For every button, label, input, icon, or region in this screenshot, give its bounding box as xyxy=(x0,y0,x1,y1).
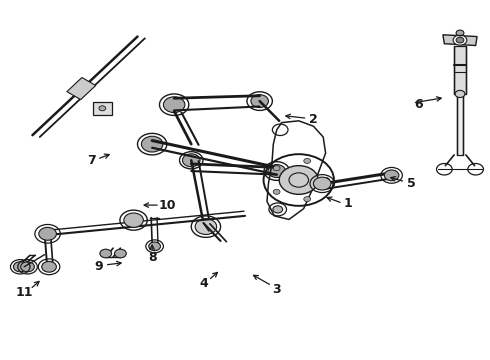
Circle shape xyxy=(115,249,126,258)
Text: 1: 1 xyxy=(343,197,352,210)
Text: 11: 11 xyxy=(15,287,33,300)
Circle shape xyxy=(149,242,160,251)
Text: 4: 4 xyxy=(199,278,208,291)
Circle shape xyxy=(273,206,283,213)
Text: 7: 7 xyxy=(87,154,96,167)
Circle shape xyxy=(124,213,144,227)
Circle shape xyxy=(39,227,56,240)
Circle shape xyxy=(273,166,280,171)
Circle shape xyxy=(195,219,217,234)
Circle shape xyxy=(163,97,185,113)
Text: 8: 8 xyxy=(148,251,156,264)
Circle shape xyxy=(453,35,467,45)
Text: 9: 9 xyxy=(94,260,103,273)
Circle shape xyxy=(319,181,326,186)
Text: 6: 6 xyxy=(414,98,423,111)
Text: 5: 5 xyxy=(407,177,416,190)
Circle shape xyxy=(99,106,106,111)
Circle shape xyxy=(304,158,311,163)
Circle shape xyxy=(304,197,311,202)
Bar xyxy=(457,94,463,155)
Circle shape xyxy=(13,262,27,272)
Bar xyxy=(454,45,466,94)
Circle shape xyxy=(384,170,399,181)
Circle shape xyxy=(182,154,200,167)
Text: 10: 10 xyxy=(158,199,175,212)
Circle shape xyxy=(314,177,331,190)
Circle shape xyxy=(456,37,464,43)
Circle shape xyxy=(100,249,112,258)
Circle shape xyxy=(142,136,163,152)
Circle shape xyxy=(21,262,34,272)
Circle shape xyxy=(456,30,464,36)
Circle shape xyxy=(42,261,56,272)
Polygon shape xyxy=(67,77,96,100)
Text: 3: 3 xyxy=(272,283,281,296)
Circle shape xyxy=(273,189,280,194)
Circle shape xyxy=(455,90,465,98)
Circle shape xyxy=(251,95,269,108)
Polygon shape xyxy=(93,102,112,116)
Circle shape xyxy=(268,165,286,177)
Circle shape xyxy=(279,166,318,194)
Polygon shape xyxy=(443,35,477,45)
Circle shape xyxy=(323,177,330,183)
Text: 2: 2 xyxy=(309,113,318,126)
